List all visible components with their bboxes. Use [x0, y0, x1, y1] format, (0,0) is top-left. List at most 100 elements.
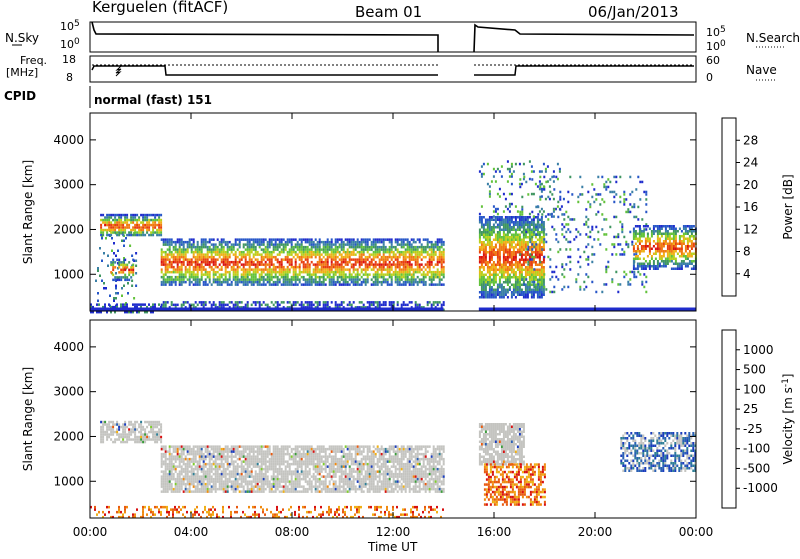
- echo-cell: [132, 264, 134, 267]
- echo-cell: [115, 297, 117, 300]
- echo-cell: [118, 276, 120, 279]
- echo-cell: [171, 276, 173, 279]
- echo-cell: [251, 273, 253, 276]
- echo-cell: [175, 258, 177, 261]
- echo-cell: [353, 281, 355, 284]
- echo-cell: [635, 258, 637, 261]
- echo-cell: [333, 266, 335, 269]
- echo-cell: [209, 263, 211, 266]
- echo-cell: [497, 274, 499, 277]
- echo-cell: [257, 241, 259, 244]
- echo-cell: [255, 271, 257, 274]
- echo-cell: [223, 281, 225, 284]
- echo-cell: [383, 266, 385, 269]
- echo-cell: [132, 274, 134, 277]
- echo-cell: [547, 213, 549, 216]
- echo-cell: [645, 238, 647, 241]
- echo-cell: [118, 433, 120, 436]
- echo-cell: [161, 271, 163, 274]
- echo-cell: [403, 256, 405, 259]
- echo-cell: [499, 294, 501, 297]
- echo-cell: [645, 268, 647, 271]
- echo-cell: [115, 287, 117, 290]
- echo-cell: [253, 248, 255, 251]
- echo-cell: [539, 254, 541, 257]
- echo-cell: [114, 266, 116, 269]
- echo-cell: [309, 283, 311, 286]
- echo-cell: [547, 196, 549, 199]
- echo-cell: [152, 219, 154, 222]
- echo-cell: [569, 241, 571, 244]
- echo-cell: [659, 253, 661, 256]
- echo-cell: [513, 170, 515, 173]
- echo-cell: [160, 226, 162, 229]
- echo-cell: [323, 281, 325, 284]
- echo-cell: [295, 261, 297, 264]
- echo-cell: [509, 168, 511, 171]
- echo-cell: [439, 283, 441, 286]
- echo-cell: [297, 246, 299, 249]
- echo-cell: [169, 478, 171, 481]
- echo-cell: [291, 278, 293, 281]
- echo-cell: [287, 251, 289, 254]
- echo-cell: [627, 208, 629, 211]
- echo-cell: [487, 221, 489, 224]
- echo-cell: [587, 263, 589, 266]
- echo-cell: [531, 279, 533, 282]
- echo-cell: [325, 263, 327, 266]
- echo-cell: [179, 465, 181, 468]
- freq-left-tick-high: 18: [62, 53, 76, 66]
- echo-cell: [185, 488, 187, 491]
- echo-cell: [167, 241, 169, 244]
- echo-cell: [505, 241, 507, 244]
- echo-cell: [253, 241, 255, 244]
- echo-cell: [177, 276, 179, 279]
- echo-cell: [293, 283, 295, 286]
- echo-cell: [679, 235, 681, 238]
- echo-cell: [355, 241, 357, 244]
- echo-cell: [405, 281, 407, 284]
- echo-cell: [165, 238, 167, 241]
- echo-cell: [114, 276, 116, 279]
- echo-cell: [489, 231, 491, 234]
- echo-cell: [283, 258, 285, 261]
- echo-cell: [116, 219, 118, 222]
- echo-cell: [315, 243, 317, 246]
- echo-cell: [144, 303, 146, 306]
- echo-cell: [493, 210, 495, 213]
- echo-cell: [167, 458, 169, 461]
- echo-cell: [227, 271, 229, 274]
- echo-cell: [233, 268, 235, 271]
- echo-cell: [140, 226, 142, 229]
- echo-cell: [156, 421, 158, 424]
- echo-cell: [487, 234, 489, 237]
- echo-cell: [325, 301, 327, 304]
- echo-cell: [417, 271, 419, 274]
- echo-cell: [497, 256, 499, 259]
- echo-cell: [667, 235, 669, 238]
- echo-cell: [513, 294, 515, 297]
- echo-cell: [397, 256, 399, 259]
- echo-cell: [439, 271, 441, 274]
- echo-cell: [641, 233, 643, 236]
- echo-cell: [337, 266, 339, 269]
- echo-cell: [315, 266, 317, 269]
- echo-cell: [269, 241, 271, 244]
- echo-cell: [130, 266, 132, 269]
- echo-cell: [223, 256, 225, 259]
- echo-cell: [481, 221, 483, 224]
- echo-cell: [507, 284, 509, 287]
- echo-cell: [160, 423, 162, 426]
- echo-cell: [681, 235, 683, 238]
- echo-cell: [543, 279, 545, 282]
- echo-cell: [373, 281, 375, 284]
- echo-cell: [333, 248, 335, 251]
- echo-cell: [325, 261, 327, 264]
- echo-cell: [559, 168, 561, 171]
- echo-cell: [595, 226, 597, 229]
- echo-cell: [353, 268, 355, 271]
- echo-cell: [531, 296, 533, 299]
- echo-cell: [160, 219, 162, 222]
- echo-cell: [185, 241, 187, 244]
- echo-cell: [285, 271, 287, 274]
